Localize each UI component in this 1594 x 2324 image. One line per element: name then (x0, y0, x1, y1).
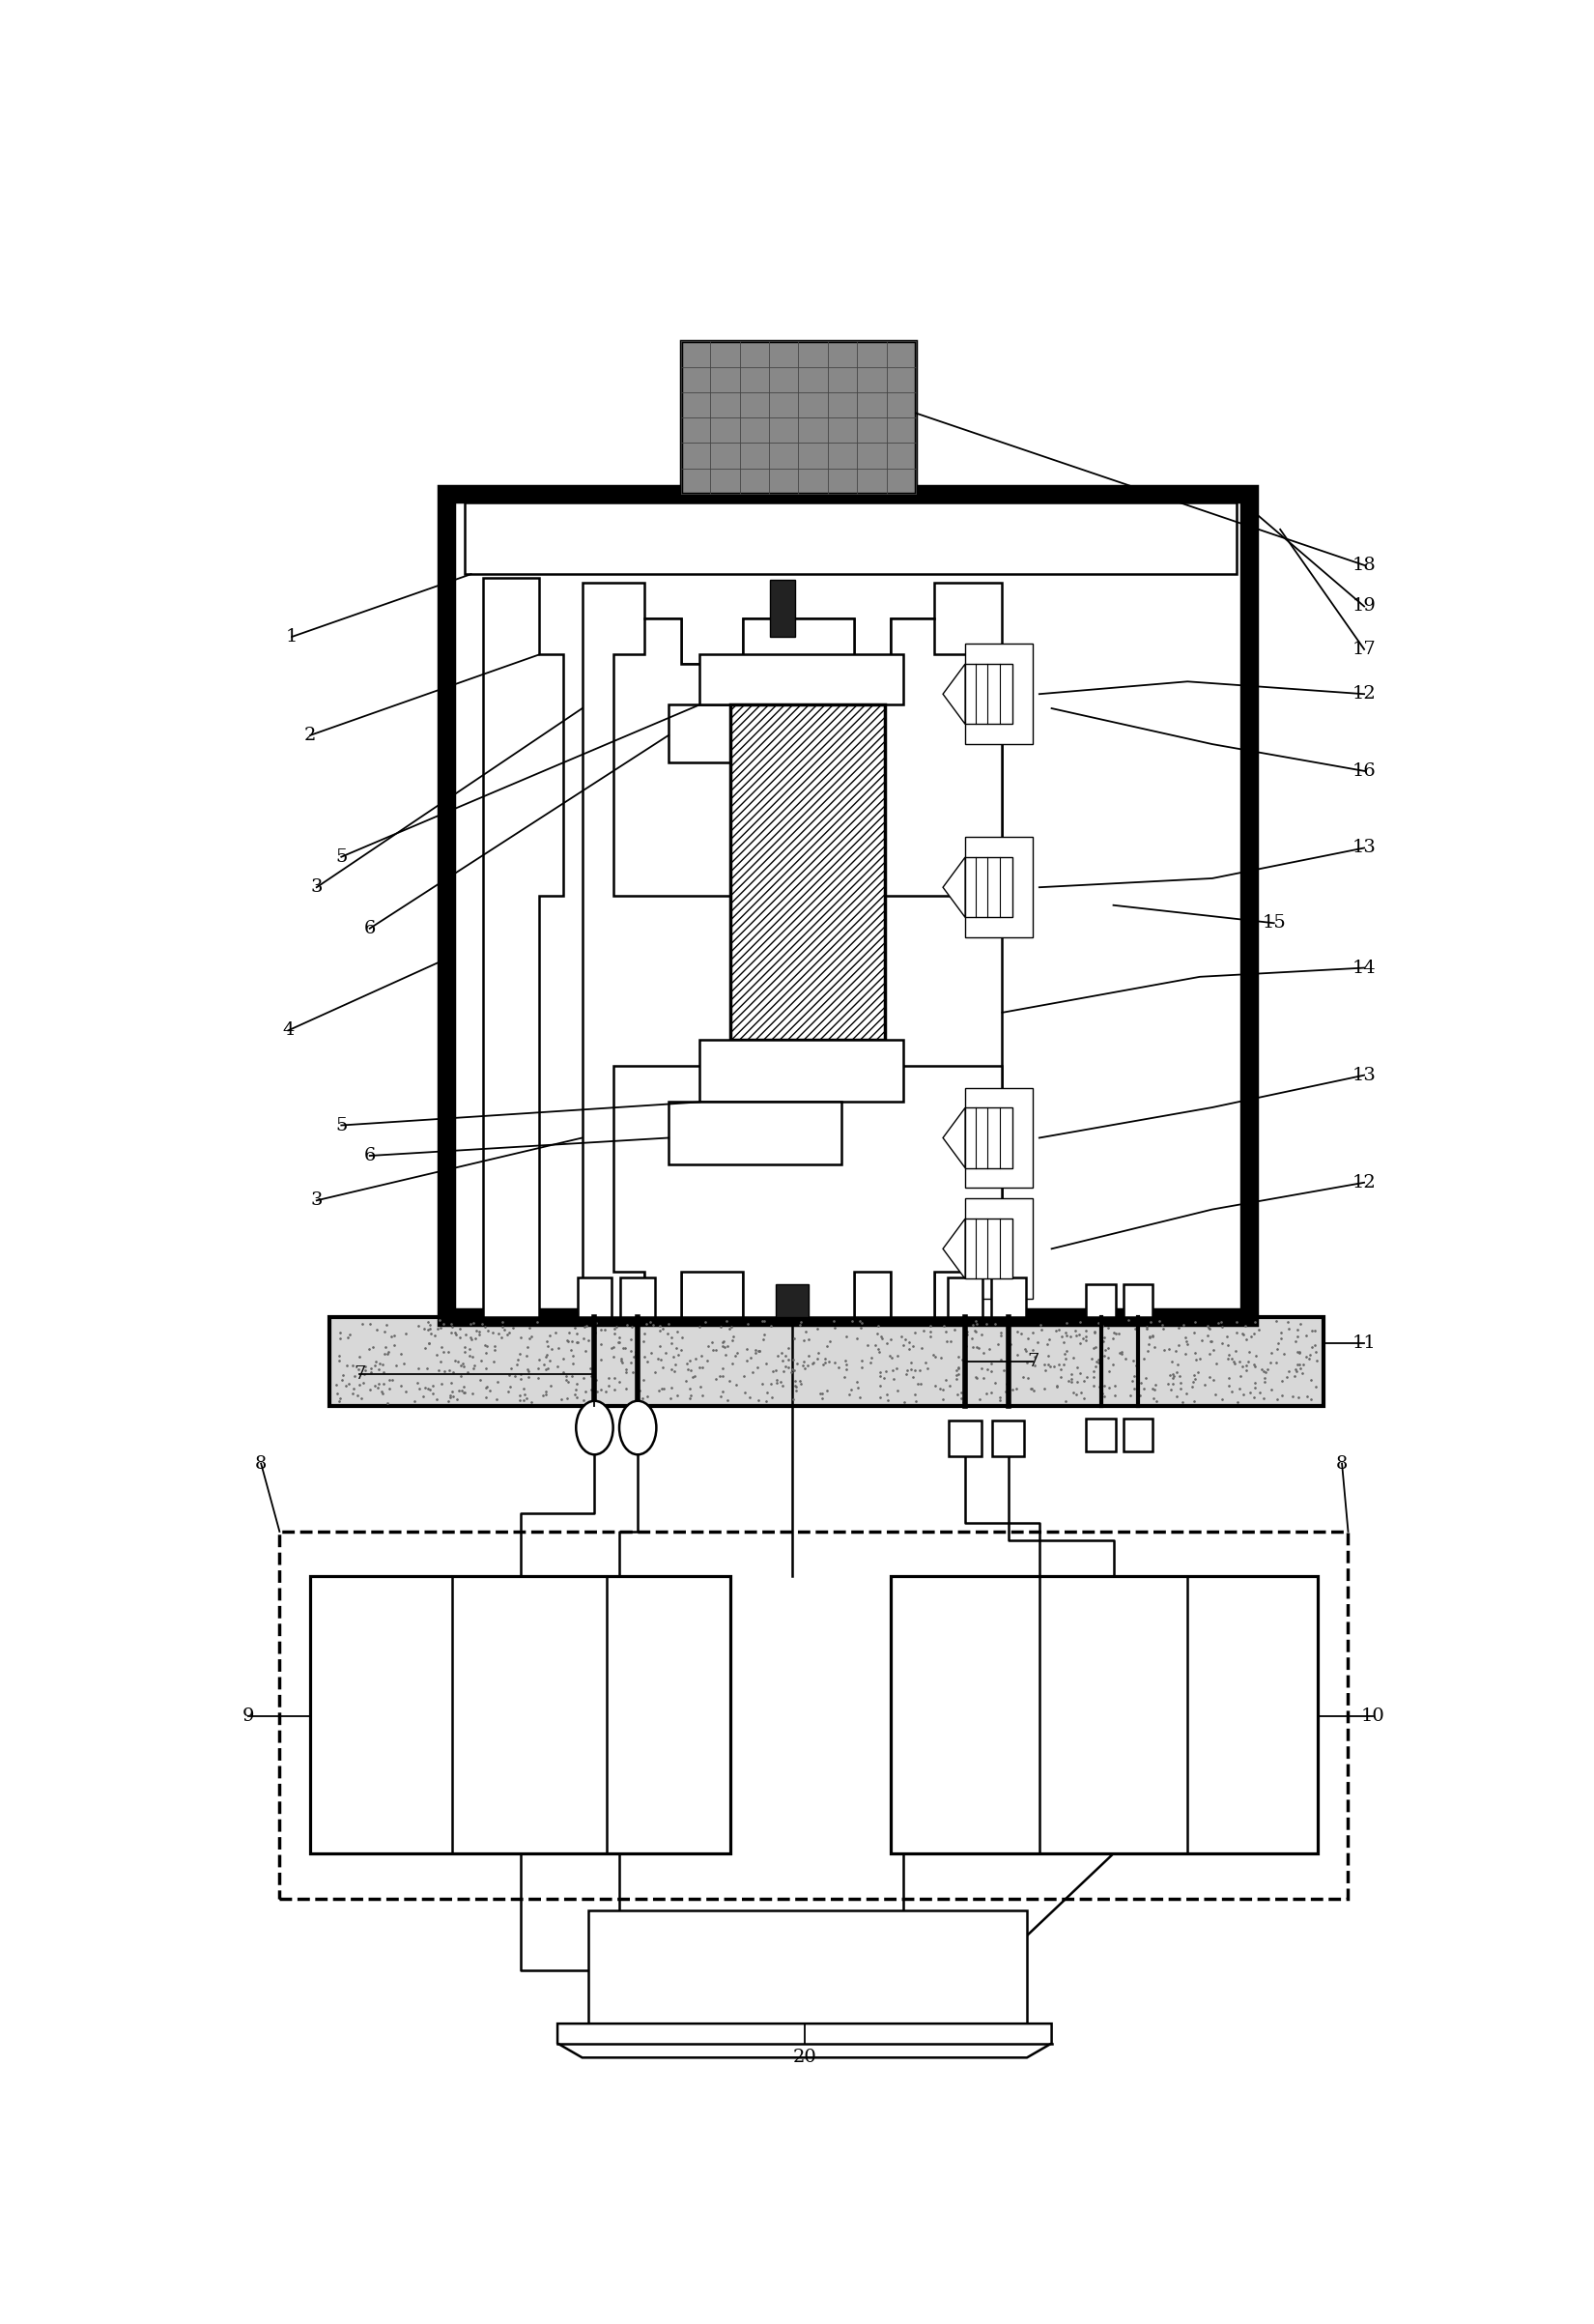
Bar (1086, 1285, 1116, 1318)
Text: 19: 19 (1352, 597, 1376, 616)
Text: 6: 6 (363, 1148, 376, 1164)
Polygon shape (944, 665, 966, 725)
Bar (776, 1285, 808, 1318)
Bar (311, 1576, 730, 1855)
Text: 18: 18 (1352, 555, 1376, 574)
Bar (328, 1318, 1323, 1406)
Bar (588, 1910, 1027, 2024)
Polygon shape (944, 858, 966, 918)
Text: 9: 9 (242, 1708, 255, 1724)
Bar (279, 1532, 1349, 1899)
Text: 3: 3 (311, 878, 322, 897)
Bar (948, 1278, 982, 1318)
Text: 5: 5 (335, 848, 347, 865)
Bar (770, 579, 795, 637)
Bar (991, 1278, 1025, 1318)
Circle shape (618, 1401, 657, 1455)
Polygon shape (483, 579, 564, 1318)
Text: 14: 14 (1352, 960, 1376, 976)
Text: 12: 12 (1352, 686, 1376, 702)
Text: 10: 10 (1361, 1708, 1385, 1724)
Text: 5: 5 (335, 1116, 347, 1134)
Bar (446, 493, 1250, 1318)
Text: 13: 13 (1352, 1067, 1376, 1083)
Text: 3: 3 (311, 1192, 322, 1208)
Text: 7: 7 (354, 1364, 367, 1383)
Bar (669, 1102, 842, 1164)
Text: 16: 16 (1352, 762, 1376, 779)
Bar (669, 704, 842, 762)
Bar (700, 1039, 904, 1102)
Bar (966, 837, 1033, 937)
Bar (700, 655, 904, 704)
Bar (966, 1109, 1012, 1169)
Text: 8: 8 (1336, 1455, 1349, 1471)
Bar (993, 1420, 1025, 1457)
Text: 15: 15 (1262, 913, 1286, 932)
Polygon shape (614, 1067, 1003, 1318)
Bar (465, 502, 1237, 574)
Bar (1086, 1418, 1116, 1450)
Text: 6: 6 (363, 920, 376, 937)
Bar (948, 1420, 982, 1457)
Bar (577, 1278, 612, 1318)
Text: 8: 8 (255, 1455, 268, 1471)
Bar (966, 644, 1033, 744)
Circle shape (575, 1401, 614, 1455)
Bar (966, 665, 1012, 725)
Bar (681, 342, 915, 493)
Bar (1124, 1418, 1152, 1450)
Polygon shape (558, 2024, 1052, 2057)
Text: 17: 17 (1352, 641, 1376, 658)
Bar (730, 704, 885, 1039)
Bar (966, 1199, 1033, 1299)
Bar (1124, 1285, 1152, 1318)
Text: 2: 2 (304, 727, 316, 744)
Text: 20: 20 (792, 2050, 816, 2066)
Text: 1: 1 (285, 627, 298, 646)
Bar (620, 1278, 655, 1318)
Bar (966, 1088, 1033, 1188)
Bar (891, 1576, 1317, 1855)
Polygon shape (944, 1218, 966, 1278)
Polygon shape (944, 1109, 966, 1169)
Text: 12: 12 (1352, 1174, 1376, 1192)
Bar (966, 1218, 1012, 1278)
Text: 13: 13 (1352, 839, 1376, 858)
Polygon shape (582, 583, 1003, 1318)
Text: 4: 4 (282, 1023, 295, 1039)
Bar (966, 858, 1012, 918)
Polygon shape (614, 618, 1003, 897)
Text: 11: 11 (1352, 1334, 1376, 1353)
Text: 7: 7 (1027, 1353, 1039, 1371)
